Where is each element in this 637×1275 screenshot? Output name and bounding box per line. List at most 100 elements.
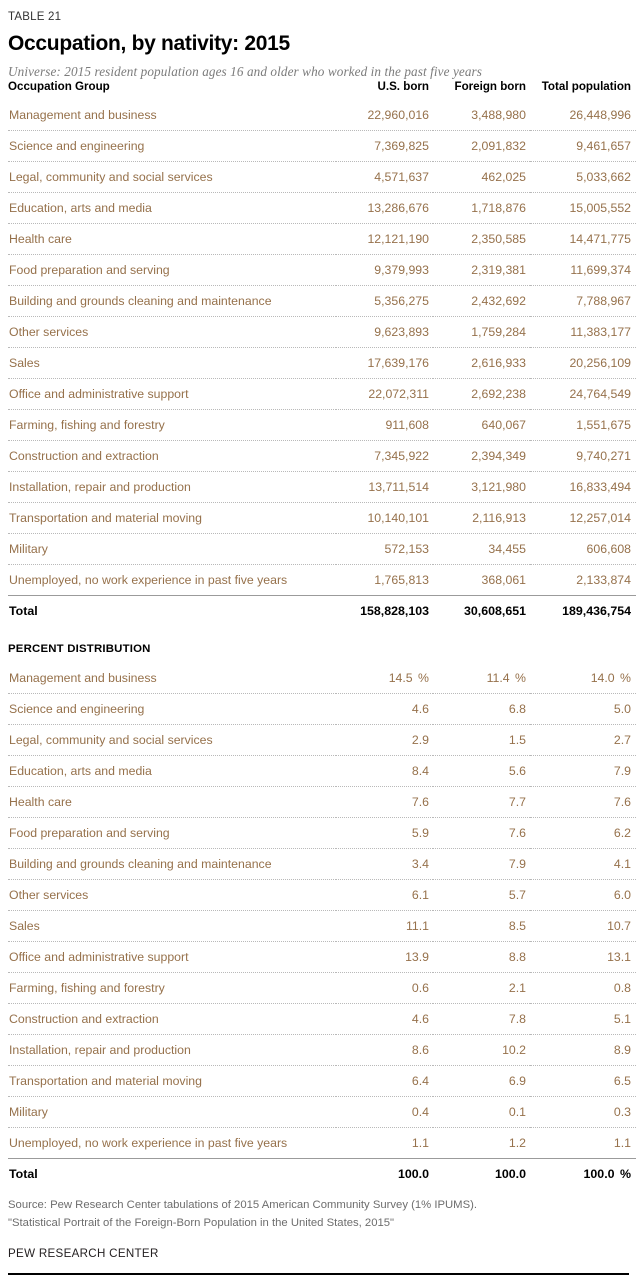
cell-total-population: 13.1 — [530, 941, 636, 973]
cell-us-born: 7.6 — [336, 786, 433, 818]
table-row: Sales 11.1 8.5 10.7 — [8, 910, 636, 942]
cell-us-born: 6.4 — [336, 1065, 433, 1097]
cell-total-population: 7.9 — [530, 755, 636, 787]
cell-us-born: 9,379,993 — [336, 254, 433, 286]
cell-foreign-born: 1,759,284 — [433, 316, 530, 348]
cell-foreign-born: 7.9 — [433, 848, 530, 880]
table-row: Farming, fishing and forestry 911,608 640,… — [8, 409, 636, 441]
table-row: Health care 7.6 7.7 7.6 — [8, 786, 636, 818]
counts-total-row: Total 158,828,103 30,608,651 189,436,754 — [8, 595, 636, 626]
table-row: Education, arts and media 13,286,676 1,718… — [8, 192, 636, 224]
row-label: Management and business — [8, 663, 336, 694]
cell-foreign-born: 462,025 — [433, 161, 530, 193]
footnotes: Source: Pew Research Center tabulations … — [8, 1196, 629, 1232]
percent-total-label: Total — [8, 1158, 336, 1189]
cell-foreign-born: 11.4 % — [433, 663, 530, 694]
cell-total-population: 6.2 — [530, 817, 636, 849]
table-row: Science and engineering 7,369,825 2,091,83… — [8, 130, 636, 162]
row-label: Farming, fishing and forestry — [8, 409, 336, 441]
table-row: Management and business 14.5 % 11.4 % 14.0 … — [8, 663, 636, 694]
percent-table-body: Management and business 14.5 % 11.4 % 14.0 … — [8, 663, 636, 1159]
row-label: Military — [8, 1096, 336, 1128]
percent-table: Management and business 14.5 % 11.4 % 14.0 … — [8, 663, 636, 1189]
row-label: Building and grounds cleaning and mainte… — [8, 848, 336, 880]
cell-foreign-born: 2,350,585 — [433, 223, 530, 255]
row-label: Education, arts and media — [8, 755, 336, 787]
row-label: Science and engineering — [8, 130, 336, 162]
cell-total-population: 8.9 — [530, 1034, 636, 1066]
percent-total-foreign-born: 100.0 — [433, 1158, 530, 1189]
source-note: Source: Pew Research Center tabulations … — [8, 1199, 478, 1211]
table-row: Management and business 22,960,016 3,488,9… — [8, 100, 636, 131]
table-row: Farming, fishing and forestry 0.6 2.1 0.8 — [8, 972, 636, 1004]
cell-us-born: 911,608 — [336, 409, 433, 441]
row-label: Health care — [8, 223, 336, 255]
cell-total-population: 606,608 — [530, 533, 636, 565]
row-label: Construction and extraction — [8, 1003, 336, 1035]
cell-us-born: 8.4 — [336, 755, 433, 787]
table-row: Science and engineering 4.6 6.8 5.0 — [8, 693, 636, 725]
table-row: Legal, community and social services 4,57… — [8, 161, 636, 193]
table-page: TABLE 21 Occupation, by nativity: 2015 U… — [8, 11, 636, 1275]
percent-total-total-population: 100.0 % — [530, 1158, 636, 1189]
cell-total-population: 11,383,177 — [530, 316, 636, 348]
cell-foreign-born: 3,121,980 — [433, 471, 530, 503]
cell-us-born: 2.9 — [336, 724, 433, 756]
row-label: Education, arts and media — [8, 192, 336, 224]
row-label: Unemployed, no work experience in past f… — [9, 1136, 288, 1150]
table-row: Unemployed, no work experience in past f… — [8, 1128, 636, 1159]
cell-foreign-born: 2,692,238 — [433, 378, 530, 410]
cell-total-population: 15,005,552 — [530, 192, 636, 224]
row-label: Food preparation and serving — [8, 817, 336, 849]
cell-foreign-born: 2,394,349 — [433, 440, 530, 472]
cell-us-born: 22,072,311 — [336, 378, 433, 410]
cell-foreign-born: 7.6 — [433, 817, 530, 849]
cell-foreign-born: 6.8 — [433, 693, 530, 725]
cell-total-population: 5,033,662 — [530, 161, 636, 193]
column-header-us-born: U.S. born — [377, 80, 429, 93]
cell-foreign-born: 2,319,381 — [433, 254, 530, 286]
table-row: Office and administrative support 13.9 8.8… — [8, 941, 636, 973]
cell-total-population: 0.8 — [530, 972, 636, 1004]
cell-us-born: 5,356,275 — [336, 285, 433, 317]
row-label: Legal, community and social services — [8, 161, 336, 193]
cell-us-born: 7,369,825 — [336, 130, 433, 162]
cell-foreign-born: 640,067 — [433, 409, 530, 441]
percent-total-us-born: 100.0 — [336, 1158, 433, 1189]
table-row: Education, arts and media 8.4 5.6 7.9 — [8, 755, 636, 787]
cell-foreign-born: 34,455 — [433, 533, 530, 565]
cell-us-born: 0.6 — [336, 972, 433, 1004]
percent-total-row: Total 100.0 100.0 100.0 % — [8, 1158, 636, 1189]
cell-us-born: 14.5 % — [336, 663, 433, 694]
cell-foreign-born: 2,116,913 — [433, 502, 530, 534]
brand-label: PEW RESEARCH CENTER — [8, 1247, 159, 1260]
cell-us-born: 22,960,016 — [336, 100, 433, 131]
cell-foreign-born: 1,718,876 — [433, 192, 530, 224]
table-header-row: Occupation Group U.S. born Foreign born … — [8, 80, 636, 100]
cell-total-population: 14.0 % — [530, 663, 636, 694]
cell-total-population: 5.1 — [530, 1003, 636, 1035]
row-label: Building and grounds cleaning and mainte… — [8, 285, 336, 317]
counts-table-body: Management and business 22,960,016 3,488,9… — [8, 100, 636, 596]
row-label: Legal, community and social services — [8, 724, 336, 756]
cell-total-population: 7,788,967 — [530, 285, 636, 317]
cell-total-population: 2.7 — [530, 724, 636, 756]
table-row: Sales 17,639,176 2,616,933 20,256,109 — [8, 347, 636, 379]
row-label: Unemployed, no work experience in past f… — [9, 573, 288, 587]
cell-us-born: 4,571,637 — [336, 161, 433, 193]
counts-total-us-born: 158,828,103 — [336, 595, 433, 626]
cell-foreign-born: 7.7 — [433, 786, 530, 818]
cell-us-born: 13,286,676 — [336, 192, 433, 224]
table-number: TABLE 21 — [8, 11, 62, 23]
cell-foreign-born: 2,616,933 — [433, 347, 530, 379]
cell-foreign-born: 8.5 — [433, 910, 530, 942]
cell-us-born: 5.9 — [336, 817, 433, 849]
row-label: Installation, repair and production — [8, 471, 336, 503]
row-label: Office and administrative support — [8, 378, 336, 410]
table-row: Other services 6.1 5.7 6.0 — [8, 879, 636, 911]
cell-us-born: 7,345,922 — [336, 440, 433, 472]
cell-total-population: 2,133,874 — [576, 573, 631, 587]
cell-total-population: 6.0 — [530, 879, 636, 911]
row-label: Military — [8, 533, 336, 565]
cell-total-population: 7.6 — [530, 786, 636, 818]
